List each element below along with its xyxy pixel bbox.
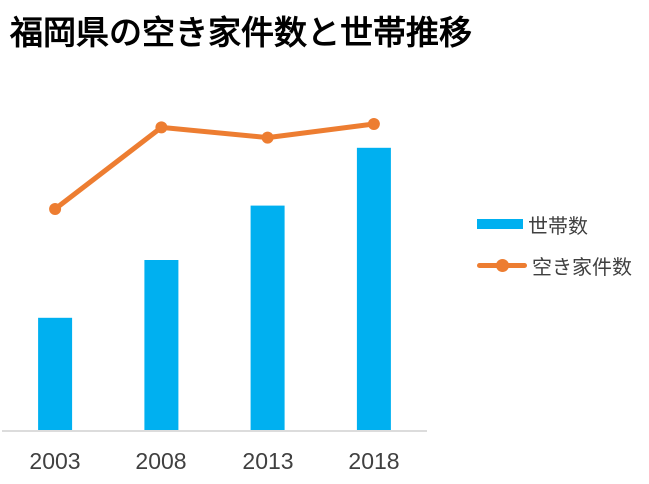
line-series [52,121,377,212]
bar-2018 [356,147,391,431]
legend-label: 世帯数 [528,215,588,238]
line-marker-2003 [49,203,62,215]
x-tick-label: 2003 [29,448,81,474]
legend-item-vacant-houses: 空き家件数 [477,251,647,279]
legend: 世帯数 空き家件数 [477,210,647,292]
legend-bar-swatch [477,219,523,229]
bar-2003 [38,317,73,430]
chart-title: 福岡県の空き家件数と世帯推移 [10,14,472,51]
legend-label: 空き家件数 [532,256,632,279]
x-tick-label: 2018 [348,448,400,474]
legend-item-households: 世帯数 [477,210,647,238]
line-marker-2008 [155,121,168,134]
bar-2008 [144,260,179,430]
x-tick-label: 2008 [135,448,187,474]
x-tick-label: 2013 [242,448,294,474]
legend-line-swatch [477,258,527,272]
bar-2013 [250,205,285,430]
line-marker-2018 [367,118,380,130]
legend-line-marker-icon [496,258,509,272]
line-marker-2013 [261,131,274,144]
